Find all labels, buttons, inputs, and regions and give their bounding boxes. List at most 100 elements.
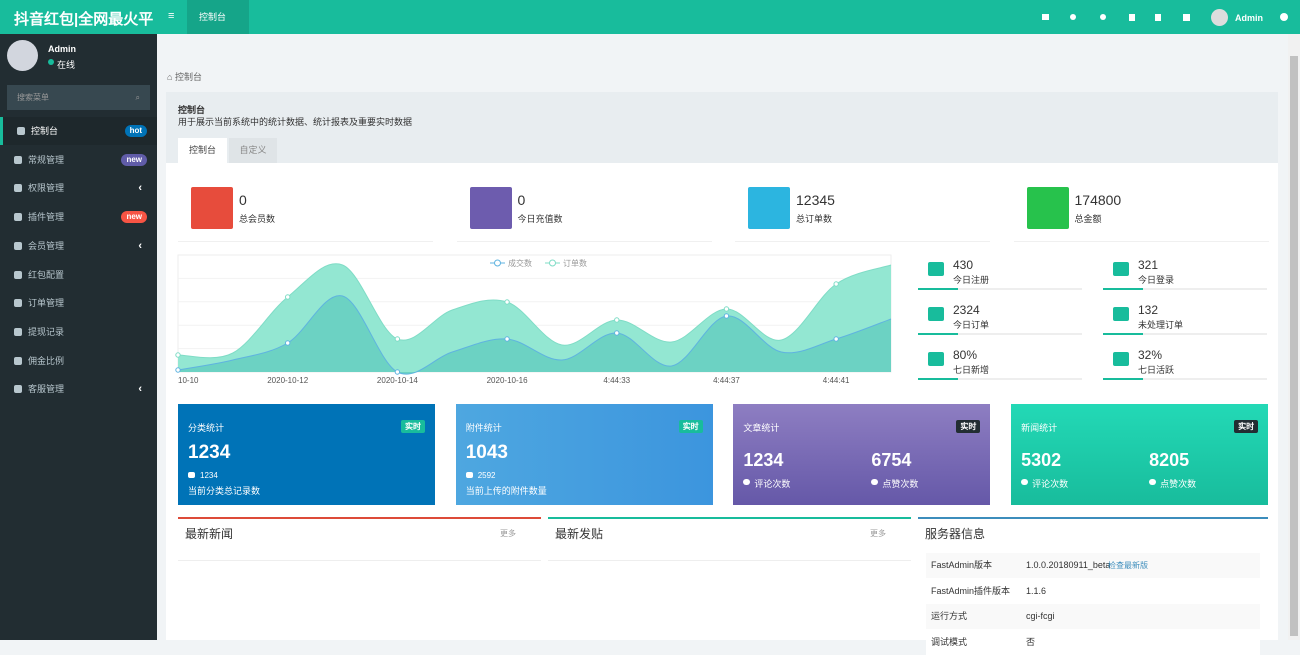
menu-item[interactable]: 提现记录 bbox=[0, 318, 157, 346]
settings[interactable] bbox=[1280, 13, 1288, 21]
row-val: 1.0.0.20180911_beta bbox=[1026, 560, 1111, 570]
point bbox=[284, 294, 291, 300]
search-placeholder: 搜索菜单 bbox=[17, 93, 49, 102]
card-label: 评论次数 bbox=[1032, 479, 1069, 489]
scrollbar[interactable] bbox=[1288, 34, 1300, 640]
row-key: FastAdmin插件版本 bbox=[931, 585, 1011, 596]
legend-swatch bbox=[494, 259, 501, 267]
mini-icon bbox=[928, 352, 944, 366]
avatar[interactable] bbox=[1211, 9, 1228, 26]
point bbox=[723, 313, 730, 319]
card-badge: 实时 bbox=[401, 420, 425, 433]
menu-item[interactable]: 会员管理 ‹ bbox=[0, 232, 157, 260]
x-tick-label: 10-10 bbox=[178, 376, 199, 385]
menu-icon bbox=[14, 356, 22, 365]
box-divider bbox=[548, 560, 911, 561]
panel-title: 控制台 bbox=[178, 105, 206, 115]
mini-value: 430 bbox=[953, 258, 974, 272]
card-sub-icon bbox=[1021, 479, 1029, 485]
stat-underline bbox=[735, 241, 990, 242]
legend-label: 成交数 bbox=[508, 258, 532, 268]
box-more[interactable]: 更多 bbox=[870, 529, 886, 538]
menu-item[interactable]: 权限管理 ‹ bbox=[0, 174, 157, 202]
mini-icon bbox=[1113, 262, 1129, 276]
box-title: 服务器信息 bbox=[925, 527, 986, 541]
box-border bbox=[548, 517, 911, 519]
nav-tab[interactable]: 控制台 bbox=[187, 0, 249, 34]
tab[interactable]: 自定义 bbox=[229, 138, 277, 163]
status: 在线 bbox=[57, 60, 76, 70]
menu-item[interactable]: 常规管理 new bbox=[0, 146, 157, 174]
menu-item[interactable]: 佣金比例 bbox=[0, 347, 157, 375]
point bbox=[614, 317, 620, 323]
card-sub-icon bbox=[1149, 479, 1157, 485]
stat-value: 0 bbox=[517, 192, 526, 208]
progress bbox=[1103, 288, 1267, 290]
card-value: 1234 bbox=[743, 450, 784, 470]
x-tick-label: 4:44:37 bbox=[713, 376, 740, 385]
progress bbox=[918, 378, 1082, 380]
stat-underline bbox=[456, 241, 712, 242]
row-val: cgi-fcgi bbox=[1026, 611, 1055, 621]
card-sub-icon bbox=[871, 479, 879, 485]
menu-arrow: ‹ bbox=[138, 383, 142, 396]
menu-label: 会员管理 bbox=[28, 240, 65, 251]
row-val: 1.1.6 bbox=[1026, 585, 1047, 596]
box-title: 最新发贴 bbox=[555, 527, 604, 541]
avatar bbox=[7, 40, 38, 71]
row-link[interactable]: 检查最新版 bbox=[1108, 561, 1148, 570]
menu-toggle[interactable]: ≡ bbox=[168, 10, 175, 22]
tab[interactable]: 控制台 bbox=[178, 138, 227, 163]
stat-icon bbox=[469, 187, 512, 229]
breadcrumb-text: 控制台 bbox=[174, 72, 202, 82]
area bbox=[178, 295, 891, 375]
mini-stat: 321 今日登录 bbox=[1103, 245, 1267, 290]
logo[interactable]: 抖音红包|全网最火平 bbox=[14, 11, 154, 28]
point bbox=[175, 352, 181, 358]
box-more[interactable]: 更多 bbox=[500, 529, 516, 538]
menu-item[interactable]: 插件管理 new bbox=[0, 203, 157, 231]
mini-label: 七日活跃 bbox=[1138, 365, 1175, 375]
panel-desc: 用于展示当前系统中的统计数据、统计报表及重要实时数据 bbox=[178, 117, 413, 127]
mini-value: 32% bbox=[1138, 348, 1163, 362]
breadcrumb[interactable]: ⌂ 控制台 bbox=[167, 72, 202, 82]
card-sub: 2592 bbox=[477, 471, 496, 480]
menu-item[interactable]: 订单管理 bbox=[0, 289, 157, 317]
card-desc: 当前上传的附件数量 bbox=[465, 486, 547, 496]
icons bbox=[1042, 14, 1190, 21]
mini-value: 321 bbox=[1138, 258, 1159, 272]
menu-label: 权限管理 bbox=[28, 183, 65, 194]
card-title: 分类统计 bbox=[188, 423, 225, 433]
stat-underline bbox=[1013, 241, 1269, 242]
menu-label: 红包配置 bbox=[28, 269, 65, 280]
menu-label: 订单管理 bbox=[28, 298, 65, 309]
box-border bbox=[178, 517, 541, 519]
point bbox=[833, 281, 839, 287]
menu-label: 插件管理 bbox=[28, 212, 65, 223]
mini-stat: 430 今日注册 bbox=[918, 245, 1082, 290]
box-border bbox=[918, 517, 1268, 519]
menu-item[interactable]: 控制台 hot bbox=[0, 117, 157, 145]
mini-label: 今日注册 bbox=[953, 275, 990, 285]
user-name[interactable]: Admin bbox=[1235, 13, 1263, 23]
card-value: 1234 bbox=[188, 442, 231, 463]
sidebar: Admin 在线 搜索菜单 ⌕ 控制台 hot 常规管理 new 权限管理 ‹ 插件管理 new… bbox=[0, 34, 157, 640]
menu-icon bbox=[14, 241, 22, 250]
menu-label: 提现记录 bbox=[28, 326, 65, 337]
mini-stat: 80% 七日新增 bbox=[918, 335, 1082, 380]
stat-value: 12345 bbox=[796, 192, 835, 208]
stat-label: 今日充值数 bbox=[517, 214, 563, 224]
search-box[interactable]: 搜索菜单 ⌕ bbox=[7, 85, 150, 110]
progress bbox=[918, 333, 1082, 335]
panel-header: 控制台 用于展示当前系统中的统计数据、统计报表及重要实时数据 控制台 自定义 bbox=[166, 92, 1278, 163]
progress bbox=[918, 288, 1082, 290]
server-row: FastAdmin插件版本 1.1.6 bbox=[926, 578, 1260, 604]
card-desc: 当前分类总记录数 bbox=[188, 486, 261, 496]
mini-value: 80% bbox=[953, 348, 978, 362]
mini-value: 132 bbox=[1138, 303, 1159, 317]
stat-icon bbox=[748, 187, 790, 229]
card-sub: 1234 bbox=[200, 471, 218, 480]
menu-item[interactable]: 红包配置 bbox=[0, 261, 157, 289]
menu-item[interactable]: 客服管理 ‹ bbox=[0, 375, 157, 403]
